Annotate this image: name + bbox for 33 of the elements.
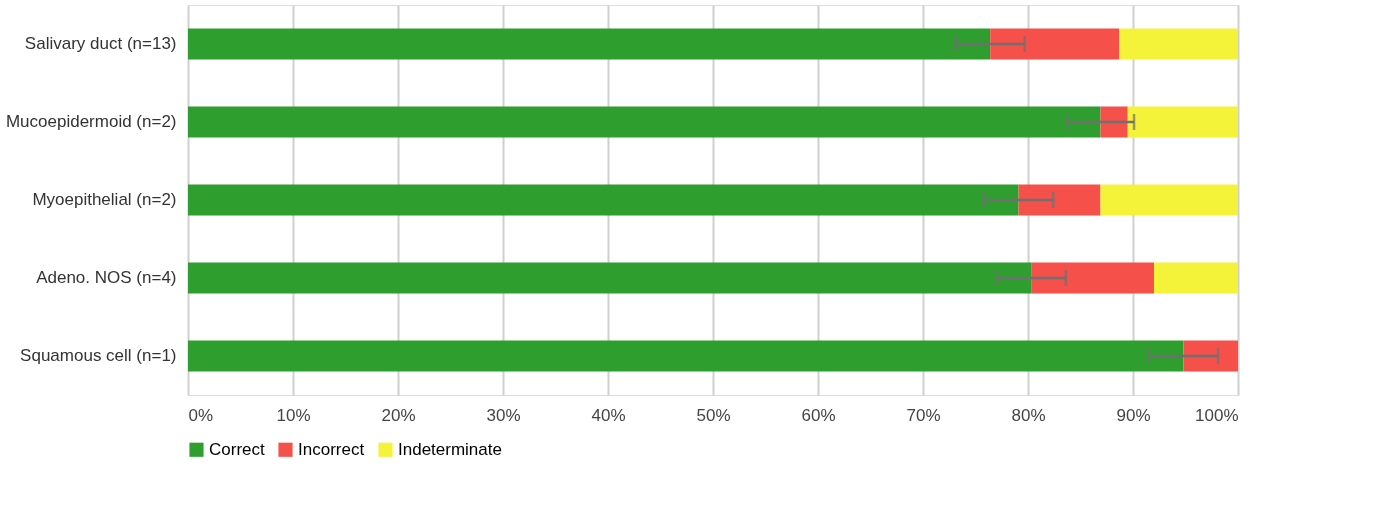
bar — [1127, 106, 1238, 138]
bar — [188, 106, 1101, 138]
bar — [1100, 106, 1128, 138]
bar — [188, 340, 1184, 372]
bar — [188, 262, 1032, 294]
x-tick-label: 60% — [801, 405, 836, 425]
bar — [1031, 262, 1154, 294]
x-tick-label: 0% — [188, 405, 214, 425]
x-tick-label: 10% — [276, 405, 311, 425]
bar — [1100, 184, 1238, 216]
bar — [1018, 184, 1101, 216]
y-tick-label: Salivary duct (n=13) — [24, 34, 177, 53]
x-tick-label: 80% — [1011, 405, 1046, 425]
x-tick-label: 30% — [486, 405, 521, 425]
bar — [1154, 262, 1238, 294]
y-tick-label: Adeno. NOS (n=4) — [36, 268, 177, 287]
x-tick-label: 100% — [1195, 405, 1239, 425]
bar — [188, 28, 991, 60]
x-tick-label: 20% — [381, 405, 416, 425]
legend-label: Incorrect — [298, 439, 365, 459]
bar — [990, 28, 1120, 60]
bar — [1119, 28, 1238, 60]
x-tick-label: 40% — [591, 405, 626, 425]
x-tick-label: 50% — [696, 405, 731, 425]
y-tick-label: Mucoepidermoid (n=2) — [5, 112, 177, 131]
x-tick-label: 90% — [1116, 405, 1151, 425]
y-tick-label: Myoepithelial (n=2) — [32, 190, 177, 209]
legend-label: Correct — [209, 439, 266, 459]
y-tick-label: Squamous cell (n=1) — [20, 346, 177, 365]
bar — [188, 184, 1019, 216]
x-tick-label: 70% — [906, 405, 941, 425]
bar — [1183, 340, 1238, 372]
legend-label: Indeterminate — [398, 439, 502, 459]
